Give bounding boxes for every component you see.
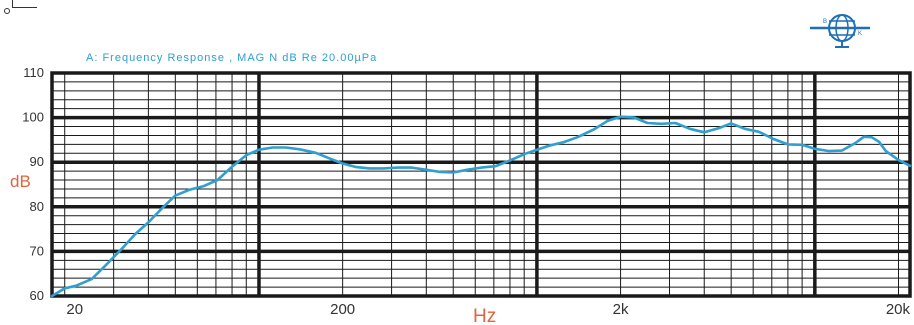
corner-mark-icon xyxy=(2,0,37,14)
x-tick-label: 200 xyxy=(330,301,355,318)
series-line-frequency-response xyxy=(50,115,912,298)
y-axis-label: dB xyxy=(10,172,31,191)
x-axis-ticks: 20 200 2k 20k xyxy=(66,301,910,318)
x-tick-label: 20k xyxy=(886,301,911,318)
x-axis-label: Hz xyxy=(473,306,496,325)
y-tick-label: 90 xyxy=(30,154,44,169)
plot-frame xyxy=(50,71,912,298)
globe-logo-icon: B K xyxy=(810,14,870,48)
chart-title: A: Frequency Response , MAG N dB Re 20.0… xyxy=(86,52,377,64)
y-tick-label: 110 xyxy=(23,65,44,80)
y-axis-ticks: 60 70 80 90 100 110 xyxy=(22,65,44,303)
y-tick-label: 100 xyxy=(22,110,44,125)
y-tick-label: 60 xyxy=(30,288,44,303)
x-tick-label: 2k xyxy=(613,301,629,318)
x-tick-label: 20 xyxy=(66,301,83,318)
chart-grid xyxy=(50,71,912,298)
y-tick-label: 70 xyxy=(30,243,44,258)
y-tick-label: 80 xyxy=(30,199,44,214)
svg-text:K: K xyxy=(858,31,862,37)
series-layer xyxy=(50,115,912,298)
svg-text:B: B xyxy=(823,19,827,25)
